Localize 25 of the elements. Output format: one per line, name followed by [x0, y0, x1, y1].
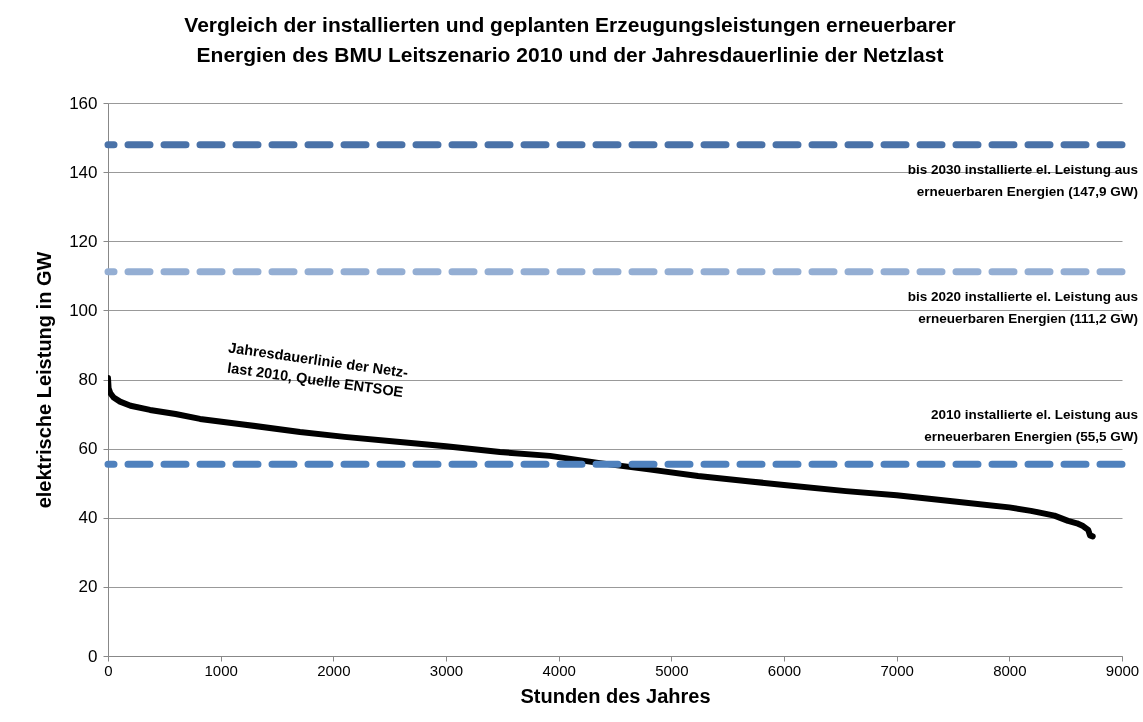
x-tick-label: 5000: [655, 661, 689, 679]
y-tick-label: 0: [88, 646, 98, 666]
ref-line-label: bis 2020 installierte el. Leistung aus erneuerbaren Energien (111,2 GW): [907, 288, 1138, 326]
x-tick-label: 1000: [204, 661, 238, 679]
y-tick-label: 60: [78, 439, 98, 459]
ref-line-label: 2010 installierte el. Leistung aus erneuerbaren Energien (55,5 GW): [924, 407, 1138, 445]
x-tick-label: 0: [104, 661, 113, 679]
x-axis-title: Stunden des Jahres: [520, 684, 711, 707]
y-tick-label: 120: [69, 231, 98, 251]
x-tick-label: 4000: [542, 661, 576, 679]
y-tick-label: 140: [69, 162, 98, 182]
y-tick-label: 160: [69, 93, 98, 113]
x-tick-label: 8000: [993, 661, 1027, 679]
x-tick-label: 6000: [767, 661, 802, 679]
x-tick-label: 7000: [880, 661, 914, 679]
y-tick-label: 80: [78, 370, 98, 389]
ref-line-label: bis 2030 installierte el. Leistung aus erneuerbaren Energien (147,9 GW): [907, 161, 1138, 199]
y-axis-title: elektrische Leistung in GW: [33, 251, 56, 509]
x-tick-label: 9000: [1105, 661, 1140, 679]
y-tick-label: 20: [78, 577, 98, 597]
y-tick-label: 40: [78, 508, 98, 528]
chart-title: Vergleich der installierten und geplanten Erzeugungsleistungen erneuerbarer Energien des BMU Leitszenario 2010 und der Jahresdauerlinie der Netzlast: [184, 13, 956, 66]
x-tick-label: 3000: [429, 661, 464, 679]
x-tick-label: 2000: [317, 661, 351, 679]
y-tick-label: 100: [69, 300, 98, 320]
